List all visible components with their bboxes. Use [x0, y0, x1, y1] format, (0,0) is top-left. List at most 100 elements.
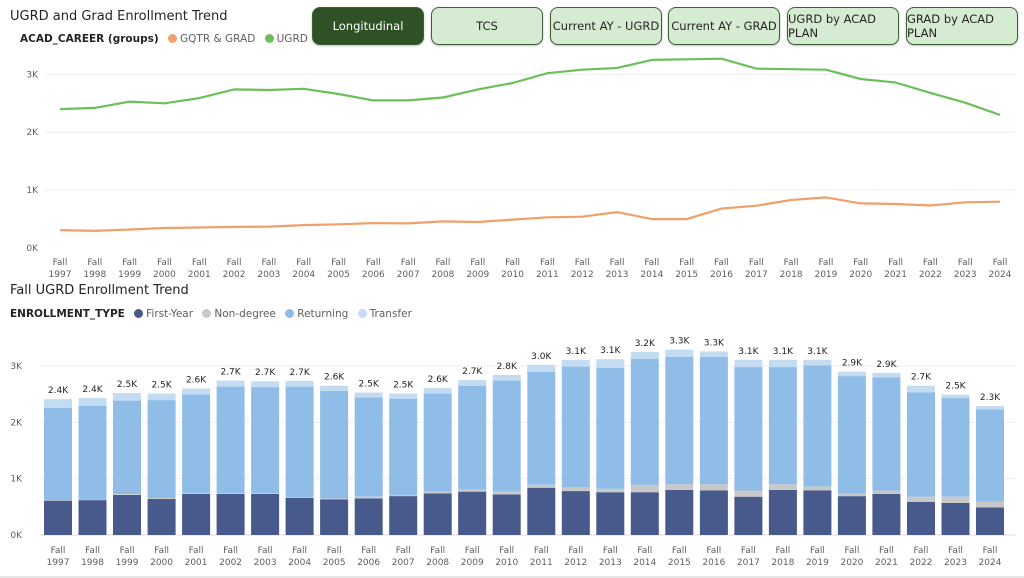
bar-segment-first-year — [837, 496, 866, 535]
legend-item-returning[interactable]: Returning — [285, 308, 351, 320]
line-x-tick-label: Fall 2006 — [362, 258, 385, 280]
bar-segment-first-year — [492, 494, 521, 535]
line-x-tick-label: Fall 2007 — [397, 258, 420, 280]
line-x-tick-label: Fall 2022 — [919, 258, 942, 280]
legend-item-ugrd[interactable]: UGRD — [264, 33, 308, 45]
bar-total-label: 3.1K — [566, 347, 587, 357]
legend-dot-transfer — [357, 309, 367, 318]
bar-total-label: 2.4K — [48, 386, 69, 396]
legend-label-ugrd: UGRD — [276, 33, 308, 45]
bar-segment-transfer — [803, 359, 832, 366]
bar-segment-returning — [44, 407, 72, 501]
line-x-tick-label: Fall 2019 — [814, 258, 837, 280]
bar-segment-first-year — [768, 489, 797, 535]
line-x-tick-label: Fall 2013 — [606, 258, 629, 280]
bar-x-tick-label: Fall 2010 — [495, 546, 518, 568]
legend-dot-returning — [285, 309, 295, 318]
line-x-tick-label: Fall 2023 — [954, 258, 977, 280]
legend-item-first-year[interactable]: First-Year — [134, 308, 196, 320]
bar-segment-first-year — [216, 493, 245, 535]
bar-segment-returning — [527, 371, 556, 485]
bar-x-tick-label: Fall 2014 — [633, 546, 656, 568]
legend-item-gqtr-grad[interactable]: GQTR & GRAD — [168, 33, 259, 45]
bar-chart-legend: ENROLLMENT_TYPE First-Year Non-degree Re… — [10, 308, 418, 320]
nav-button-longitudinal[interactable]: Longitudinal — [312, 7, 424, 45]
bar-segment-returning — [423, 393, 452, 492]
bar-segment-first-year — [182, 493, 211, 535]
bar-segment-non-degree — [423, 491, 452, 494]
line-x-tick-label: Fall 2009 — [466, 258, 489, 280]
bar-x-tick-label: Fall 2002 — [219, 546, 242, 568]
bar-x-tick-label: Fall 2005 — [323, 546, 346, 568]
bar-segment-non-degree — [354, 496, 383, 499]
bar-total-label: 2.9K — [876, 360, 897, 370]
nav-button-grad-by-acad-plan[interactable]: GRAD by ACAD PLAN — [906, 7, 1018, 45]
bar-segment-transfer — [561, 359, 590, 367]
bar-x-tick-label: Fall 2017 — [737, 546, 760, 568]
bar-total-label: 2.5K — [151, 381, 172, 391]
line-x-tick-label: Fall 2005 — [327, 258, 350, 280]
bar-segment-transfer — [527, 364, 556, 372]
bar-segment-transfer — [976, 406, 1004, 410]
bar-y-tick-label: 2K — [10, 418, 23, 428]
bar-segment-returning — [492, 380, 521, 492]
bar-segment-returning — [147, 400, 176, 499]
line-x-tick-label: Fall 2018 — [780, 258, 803, 280]
bar-segment-non-degree — [182, 493, 211, 494]
bar-segment-returning — [803, 365, 832, 487]
bar-segment-non-degree — [630, 484, 659, 493]
bar-x-tick-label: Fall 2000 — [150, 546, 173, 568]
bar-x-tick-label: Fall 2024 — [979, 546, 1002, 568]
bar-segment-transfer — [182, 388, 211, 395]
nav-button-current-ay-grad[interactable]: Current AY - GRAD — [668, 7, 780, 45]
bar-segment-returning — [665, 357, 694, 485]
bar-segment-first-year — [941, 502, 970, 535]
bar-segment-transfer — [113, 393, 141, 401]
nav-button-tcs[interactable]: TCS — [431, 7, 543, 45]
legend-item-non-degree[interactable]: Non-degree — [202, 308, 279, 320]
legend-dot-first-year — [134, 309, 144, 318]
legend-dot-non-degree — [202, 309, 212, 318]
bar-segment-returning — [734, 367, 763, 491]
bar-segment-non-degree — [251, 493, 280, 494]
bar-segment-non-degree — [458, 489, 487, 492]
bar-segment-returning — [458, 385, 487, 490]
bar-total-label: 2.3K — [980, 393, 1001, 403]
bar-segment-returning — [941, 398, 970, 497]
bar-segment-first-year — [734, 496, 763, 535]
bar-x-tick-label: Fall 2019 — [806, 546, 829, 568]
line-x-tick-label: Fall 2002 — [223, 258, 246, 280]
bar-total-label: 3.1K — [600, 346, 621, 356]
line-x-tick-label: Fall 1997 — [49, 258, 72, 280]
bar-segment-transfer — [941, 394, 970, 399]
bar-segment-returning — [768, 367, 797, 485]
bar-segment-transfer — [665, 349, 694, 357]
line-y-tick-label: 3K — [26, 70, 39, 80]
bar-x-tick-label: Fall 2007 — [392, 546, 415, 568]
bar-segment-transfer — [285, 380, 314, 387]
nav-button-ugrd-by-acad-plan[interactable]: UGRD by ACAD PLAN — [787, 7, 899, 45]
bar-segment-returning — [251, 387, 280, 493]
line-x-tick-label: Fall 2016 — [710, 258, 733, 280]
bar-x-tick-label: Fall 2012 — [564, 546, 587, 568]
line-x-tick-label: Fall 2004 — [292, 258, 315, 280]
bar-x-tick-label: Fall 2020 — [840, 546, 863, 568]
bar-x-tick-label: Fall 2006 — [357, 546, 380, 568]
bar-segment-non-degree — [389, 495, 418, 497]
bar-total-label: 2.7K — [462, 367, 483, 377]
line-chart: 0K 1K 2K 3K Fall 1997 Fall 1998 Fall 1999 Fall 2000… — [26, 57, 1015, 280]
page-bottom-divider — [0, 576, 1024, 578]
legend-item-transfer[interactable]: Transfer — [357, 308, 412, 320]
line-x-tick-label: Fall 2014 — [640, 258, 663, 280]
bar-x-tick-label: Fall 1997 — [47, 546, 70, 568]
bar-segment-non-degree — [837, 493, 866, 497]
bar-segment-transfer — [734, 359, 763, 368]
nav-button-current-ay-ugrd[interactable]: Current AY - UGRD — [550, 7, 662, 45]
bar-segment-returning — [699, 357, 728, 485]
bar-segment-non-degree — [78, 499, 107, 501]
legend-label-first-year: First-Year — [146, 308, 194, 320]
bar-segment-returning — [320, 390, 349, 499]
bar-segment-first-year — [78, 500, 107, 535]
bar-x-tick-label: Fall 2004 — [288, 546, 311, 568]
